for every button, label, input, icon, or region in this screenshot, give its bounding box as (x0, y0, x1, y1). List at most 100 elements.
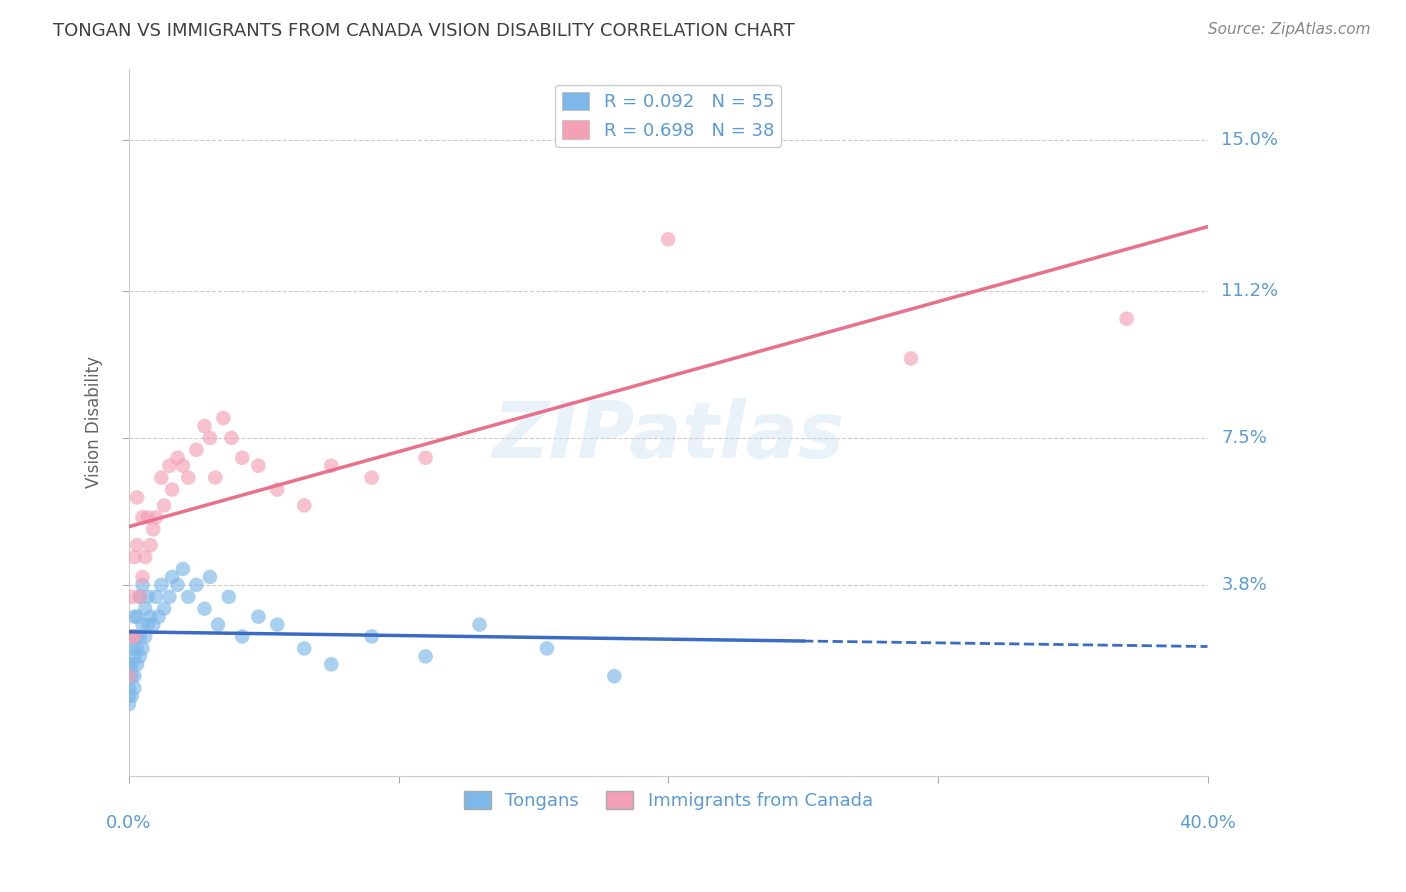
Point (186, 442, 208, 457)
Point (148, 609, 170, 624)
Point (118, 697, 141, 711)
Point (266, 483, 288, 497)
Point (125, 630, 148, 644)
Point (125, 657, 148, 672)
Point (118, 681, 141, 695)
Point (172, 458, 194, 473)
Text: 0.0%: 0.0% (107, 814, 152, 832)
Point (128, 590, 150, 604)
Point (415, 450, 437, 465)
Point (247, 458, 270, 473)
Point (124, 630, 146, 644)
Point (468, 617, 491, 632)
Point (121, 641, 143, 656)
Point (198, 431, 221, 445)
Text: 7.5%: 7.5% (1222, 429, 1267, 447)
Point (136, 510, 159, 524)
Point (172, 562, 194, 576)
Point (139, 538, 162, 552)
Point (128, 630, 150, 644)
Point (128, 649, 150, 664)
Point (134, 630, 156, 644)
Point (131, 641, 153, 656)
Point (153, 601, 176, 615)
Point (193, 419, 215, 434)
Point (124, 550, 146, 565)
Point (125, 609, 148, 624)
Point (134, 601, 156, 615)
Point (118, 689, 141, 703)
Point (145, 510, 167, 524)
Point (136, 590, 159, 604)
Point (177, 470, 200, 484)
Point (121, 669, 143, 683)
Text: 11.2%: 11.2% (1222, 282, 1278, 300)
Point (159, 590, 181, 604)
Point (360, 630, 382, 644)
Point (193, 601, 215, 615)
Point (121, 590, 143, 604)
Point (321, 458, 343, 473)
Text: Source: ZipAtlas.com: Source: ZipAtlas.com (1208, 22, 1371, 37)
Point (142, 522, 165, 536)
Point (166, 578, 188, 592)
Point (124, 669, 146, 683)
Point (292, 499, 315, 513)
Point (266, 617, 288, 632)
Point (131, 578, 153, 592)
Point (136, 617, 159, 632)
Point (160, 483, 183, 497)
Point (603, 669, 626, 683)
Point (124, 681, 146, 695)
Point (159, 458, 181, 473)
Point (121, 630, 143, 644)
Point (145, 590, 167, 604)
Point (134, 550, 156, 565)
Text: 3.8%: 3.8% (1222, 576, 1267, 594)
Point (207, 617, 229, 632)
Point (118, 657, 141, 672)
Point (231, 630, 253, 644)
Point (186, 578, 208, 592)
Point (121, 689, 143, 703)
Point (900, 351, 922, 366)
Legend: Tongans, Immigrants from Canada: Tongans, Immigrants from Canada (457, 783, 880, 817)
Point (121, 630, 143, 644)
Point (231, 450, 253, 465)
Point (124, 609, 146, 624)
Point (247, 609, 270, 624)
Point (142, 617, 165, 632)
Point (125, 491, 148, 505)
Point (150, 470, 173, 484)
Point (153, 499, 176, 513)
Point (124, 630, 146, 644)
Point (360, 470, 382, 484)
Point (415, 649, 437, 664)
Point (321, 657, 343, 672)
Point (536, 641, 558, 656)
Point (125, 538, 148, 552)
Point (150, 578, 173, 592)
Point (125, 641, 148, 656)
Point (124, 649, 146, 664)
Point (118, 669, 141, 683)
Point (292, 641, 315, 656)
Point (657, 232, 679, 246)
Point (1115, 311, 1137, 326)
Y-axis label: Vision Disability: Vision Disability (86, 356, 103, 488)
Point (221, 431, 243, 445)
Point (131, 570, 153, 584)
Point (128, 590, 150, 604)
Point (160, 570, 183, 584)
Point (166, 450, 188, 465)
Point (198, 570, 221, 584)
Text: 40.0%: 40.0% (1180, 814, 1236, 832)
Text: TONGAN VS IMMIGRANTS FROM CANADA VISION DISABILITY CORRELATION CHART: TONGAN VS IMMIGRANTS FROM CANADA VISION … (53, 22, 796, 40)
Point (118, 669, 141, 683)
Point (204, 470, 226, 484)
Point (131, 617, 153, 632)
Point (218, 590, 240, 604)
Point (139, 609, 162, 624)
Point (121, 657, 143, 672)
Text: ZIPatlas: ZIPatlas (492, 398, 845, 475)
